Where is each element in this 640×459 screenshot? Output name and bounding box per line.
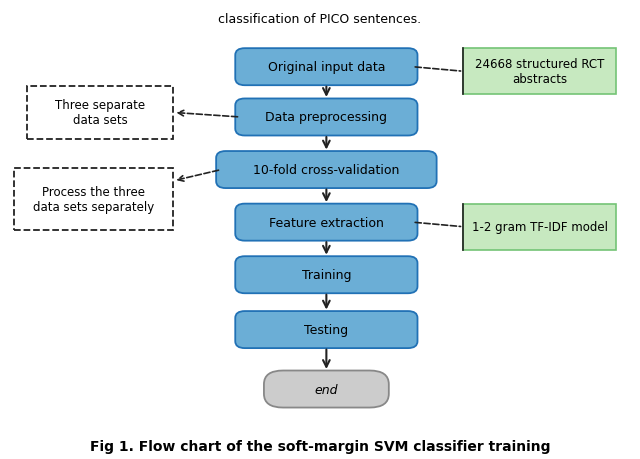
FancyBboxPatch shape <box>27 87 173 140</box>
Text: Training: Training <box>301 269 351 282</box>
FancyBboxPatch shape <box>236 257 417 294</box>
Text: Process the three
data sets separately: Process the three data sets separately <box>33 186 154 214</box>
Text: 1-2 gram TF-IDF model: 1-2 gram TF-IDF model <box>472 221 608 234</box>
Text: end: end <box>315 383 338 396</box>
FancyBboxPatch shape <box>236 49 417 86</box>
FancyBboxPatch shape <box>463 49 616 95</box>
Text: Three separate
data sets: Three separate data sets <box>55 99 145 127</box>
FancyBboxPatch shape <box>216 152 436 189</box>
Text: 10-fold cross-validation: 10-fold cross-validation <box>253 164 399 177</box>
FancyBboxPatch shape <box>463 204 616 250</box>
FancyBboxPatch shape <box>236 311 417 348</box>
FancyBboxPatch shape <box>236 99 417 136</box>
Text: 24668 structured RCT
abstracts: 24668 structured RCT abstracts <box>475 58 605 86</box>
FancyBboxPatch shape <box>236 204 417 241</box>
Text: Fig 1. Flow chart of the soft-margin SVM classifier training: Fig 1. Flow chart of the soft-margin SVM… <box>90 439 550 453</box>
FancyBboxPatch shape <box>264 371 389 408</box>
Text: classification of PICO sentences.: classification of PICO sentences. <box>218 13 422 26</box>
Text: Data preprocessing: Data preprocessing <box>266 111 387 124</box>
Text: Testing: Testing <box>304 324 348 336</box>
FancyBboxPatch shape <box>14 169 173 230</box>
Text: Feature extraction: Feature extraction <box>269 216 384 229</box>
Text: Original input data: Original input data <box>268 61 385 74</box>
